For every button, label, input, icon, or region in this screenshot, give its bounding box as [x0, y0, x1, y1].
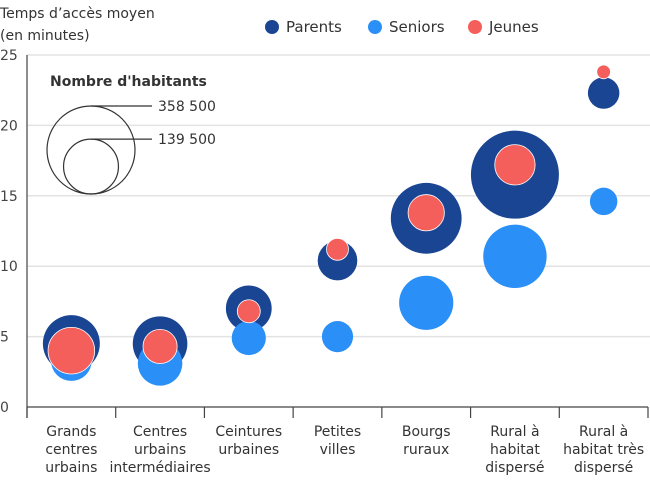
- legend-label-jeunes: Jeunes: [488, 18, 539, 36]
- bubble-seniors: [399, 275, 454, 330]
- bubble-seniors: [483, 224, 547, 289]
- y-axis-title-line1: Temps d’accès moyen: [0, 6, 155, 22]
- legend-marker-seniors: [368, 20, 382, 34]
- y-tick-label: 20: [0, 118, 18, 134]
- x-tick-label: urbaines: [218, 442, 279, 458]
- y-tick-label: 0: [0, 400, 9, 416]
- bubble-seniors: [321, 321, 354, 353]
- y-tick-label: 10: [0, 259, 18, 275]
- x-tick-label: Centres: [133, 424, 187, 440]
- x-tick-label: habitat: [490, 442, 540, 458]
- size-legend-circle: [46, 105, 136, 195]
- x-tick-label: intermédiaires: [109, 460, 210, 476]
- legend-marker-jeunes: [468, 20, 482, 34]
- y-tick-label: 5: [0, 330, 9, 346]
- bubble-jeunes: [236, 299, 261, 324]
- x-tick-label: dispersé: [485, 460, 544, 476]
- y-axis-title-line2: (en minutes): [0, 28, 90, 44]
- bubble-jeunes: [407, 194, 445, 232]
- size-legend-label: 139 500: [158, 132, 216, 148]
- gridlines: [27, 54, 650, 338]
- series-legend: Parents Seniors Jeunes: [265, 18, 539, 36]
- bubble-jeunes: [326, 237, 349, 261]
- x-tick-label: ruraux: [403, 442, 449, 458]
- x-tick-label: Rural à: [579, 424, 628, 440]
- bubble-seniors: [589, 187, 618, 216]
- x-tick-label: Rural à: [490, 424, 539, 440]
- x-tick-label: Grands: [46, 424, 96, 440]
- x-tick-label: habitat très: [563, 442, 644, 458]
- bubble-parents: [587, 77, 620, 109]
- size-legend: Nombre d'habitants 358 500 139 500: [46, 74, 216, 195]
- legend-marker-parents: [265, 20, 279, 34]
- bubble-jeunes: [142, 328, 178, 364]
- y-axis-ticks: 0 5 10 15 20 25: [0, 48, 18, 416]
- bubble-jeunes: [596, 64, 611, 80]
- x-axis: Grands centres urbains Centres urbains interm…: [26, 55, 649, 476]
- bubble-jeunes: [494, 144, 536, 186]
- x-tick-label: villes: [320, 442, 356, 458]
- x-tick-label: Ceintures: [215, 424, 282, 440]
- y-tick-label: 15: [0, 189, 18, 205]
- legend-label-parents: Parents: [286, 18, 342, 36]
- bubble-jeunes: [47, 326, 96, 375]
- size-legend-title: Nombre d'habitants: [50, 74, 207, 90]
- x-tick-label: Bourgs: [402, 424, 451, 440]
- bubble-seniors: [231, 320, 266, 356]
- x-tick-label: Petites: [314, 424, 361, 440]
- x-tick-label: urbains: [45, 460, 97, 476]
- size-legend-label: 358 500: [158, 99, 216, 115]
- size-legend-circle: [62, 138, 120, 195]
- x-tick-label: centres: [45, 442, 97, 458]
- x-tick-label: dispersé: [574, 460, 633, 476]
- bubbles: [42, 64, 620, 386]
- y-tick-label: 25: [0, 48, 18, 64]
- legend-label-seniors: Seniors: [389, 18, 445, 36]
- x-tick-label: urbains: [134, 442, 186, 458]
